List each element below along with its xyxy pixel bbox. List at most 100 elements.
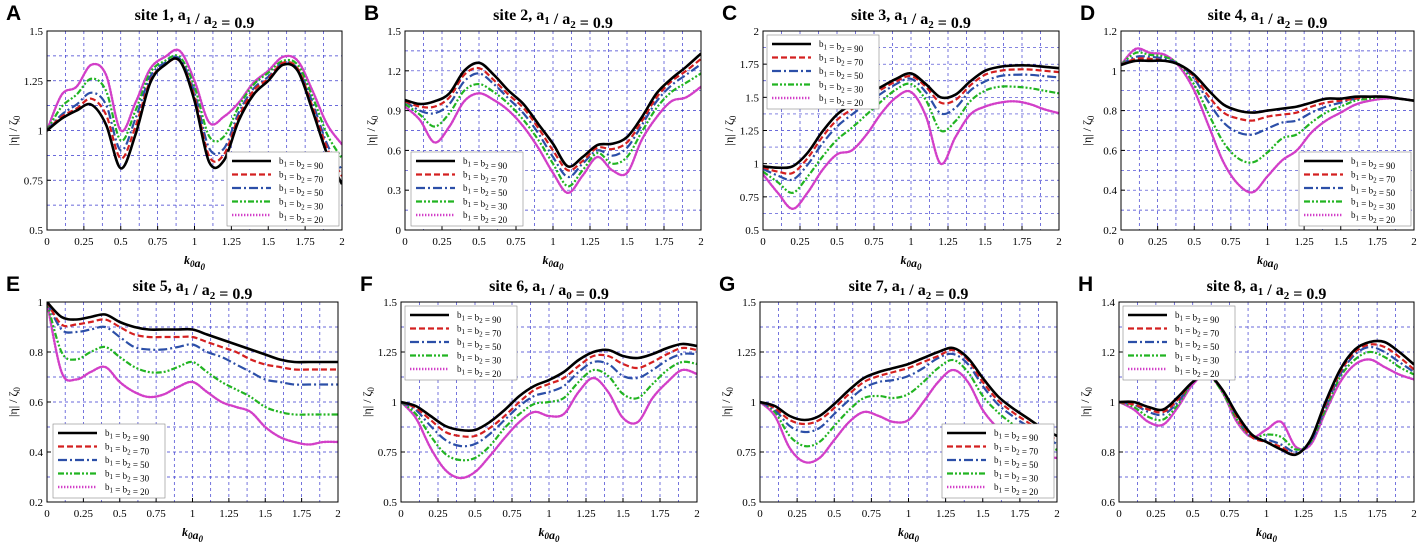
y-tick-label: 0.6 — [387, 145, 401, 157]
y-axis-label: |η| / ζ0 — [719, 387, 735, 417]
x-tick-label: 0.75 — [1220, 508, 1240, 520]
series-line — [763, 73, 1059, 182]
legend-label: b1 = b2 = 70 — [463, 170, 508, 185]
x-tick-label: 0.5 — [1186, 508, 1200, 520]
legend-label: b1 = b2 = 50 — [457, 337, 502, 352]
y-tick-label: 0.5 — [383, 497, 397, 509]
x-tick-label: 1.75 — [654, 236, 674, 248]
panel-letter: A — [6, 2, 21, 25]
series-line — [763, 68, 1059, 175]
panel-letter: G — [719, 273, 735, 296]
legend-label: b1 = b2 = 50 — [819, 66, 864, 81]
y-tick-label: 0.75 — [378, 447, 398, 459]
legend-label: b1 = b2 = 50 — [279, 183, 324, 198]
series-line — [47, 57, 342, 177]
y-tick-label: 1.5 — [29, 26, 43, 38]
panel-letter: H — [1078, 273, 1093, 296]
x-tick-label: 1.5 — [1334, 236, 1348, 248]
y-tick-label: 2 — [754, 26, 760, 38]
series-line — [405, 52, 701, 168]
legend-label: b1 = b2 = 90 — [1175, 310, 1220, 325]
series-line — [1119, 350, 1414, 451]
y-tick-label: 1 — [751, 397, 757, 409]
y-tick-label: 0.6 — [29, 397, 43, 409]
x-tick-label: 2 — [1056, 236, 1062, 248]
legend-label: b1 = b2 = 90 — [1351, 156, 1396, 171]
x-tick-label: 0.25 — [432, 236, 452, 248]
x-tick-label: 1.75 — [1012, 236, 1032, 248]
x-tick-label: 2 — [335, 508, 341, 520]
series-line — [401, 368, 697, 480]
y-tick-label: 0.8 — [1101, 447, 1115, 459]
y-tick-label: 0 — [396, 225, 402, 237]
y-tick-label: 0.3 — [387, 185, 401, 197]
x-tick-label: 0.75 — [1221, 236, 1241, 248]
legend-label: b1 = b2 = 50 — [105, 455, 150, 470]
legend-label: b1 = b2 = 90 — [819, 39, 864, 54]
panel-title: site 4, a1 / a2 = 0.9 — [1208, 7, 1328, 32]
series-line — [47, 302, 338, 446]
y-axis-label: |η| / ζ0 — [1078, 387, 1094, 417]
x-tick-label: 1 — [906, 508, 912, 520]
x-tick-label: 0 — [44, 508, 50, 520]
x-tick-label: 1.75 — [296, 236, 316, 248]
x-tick-label: 1.25 — [576, 508, 596, 520]
series-line — [401, 360, 697, 462]
x-tick-label: 1 — [546, 508, 552, 520]
series-line — [405, 72, 701, 188]
x-tick-label: 1.5 — [976, 508, 990, 520]
x-tick-label: 1.75 — [1368, 508, 1388, 520]
y-tick-label: 1.2 — [1101, 347, 1115, 359]
series-line — [405, 85, 701, 195]
legend-label: b1 = b2 = 20 — [279, 210, 324, 225]
x-tick-label: 2 — [1411, 236, 1417, 248]
series-line — [1121, 55, 1414, 136]
x-tick-label: 0.75 — [506, 236, 526, 248]
panel-title: site 1, a1 / a2 = 0.9 — [135, 7, 255, 32]
x-tick-label: 0 — [44, 236, 50, 248]
x-tick-label: 0.25 — [74, 236, 94, 248]
y-tick-label: 0.75 — [737, 447, 757, 459]
x-axis-label: k0a0 — [901, 253, 923, 272]
x-tick-label: 1.75 — [1368, 236, 1388, 248]
legend-label: b1 = b2 = 30 — [279, 197, 324, 212]
legend-label: b1 = b2 = 50 — [1351, 183, 1396, 198]
series-line — [1119, 345, 1414, 454]
x-tick-label: 0 — [398, 508, 404, 520]
panel-letter: D — [1080, 2, 1095, 25]
y-tick-label: 1 — [1110, 397, 1116, 409]
series-line — [1121, 59, 1414, 114]
y-tick-label: 1 — [392, 397, 398, 409]
y-axis-label: |η| / ζ0 — [1080, 115, 1096, 145]
x-tick-label: 0.5 — [113, 508, 127, 520]
x-tick-label: 0.75 — [147, 508, 167, 520]
legend-label: b1 = b2 = 70 — [1175, 324, 1220, 339]
series-line — [1119, 339, 1414, 457]
x-tick-label: 1 — [1264, 508, 1270, 520]
x-tick-label: 0 — [1116, 508, 1122, 520]
series-group — [1119, 339, 1414, 457]
x-tick-label: 0.5 — [114, 236, 128, 248]
legend-label: b1 = b2 = 70 — [819, 53, 864, 68]
panel-title: site 8, a1 / a2 = 0.9 — [1207, 278, 1327, 303]
x-tick-label: 0.5 — [827, 508, 841, 520]
panel-title: site 5, a1 / a2 = 0.9 — [133, 278, 253, 303]
y-tick-label: 1.5 — [745, 92, 759, 104]
y-tick-label: 1 — [754, 159, 760, 171]
x-tick-label: 1.5 — [978, 236, 992, 248]
y-tick-label: 0.4 — [29, 447, 43, 459]
y-axis-label: |η| / ζ0 — [360, 387, 376, 417]
y-axis-label: |η| / ζ0 — [6, 115, 22, 145]
x-tick-label: 0 — [757, 508, 763, 520]
y-tick-label: 1 — [38, 126, 44, 138]
legend-label: b1 = b2 = 20 — [463, 210, 508, 225]
